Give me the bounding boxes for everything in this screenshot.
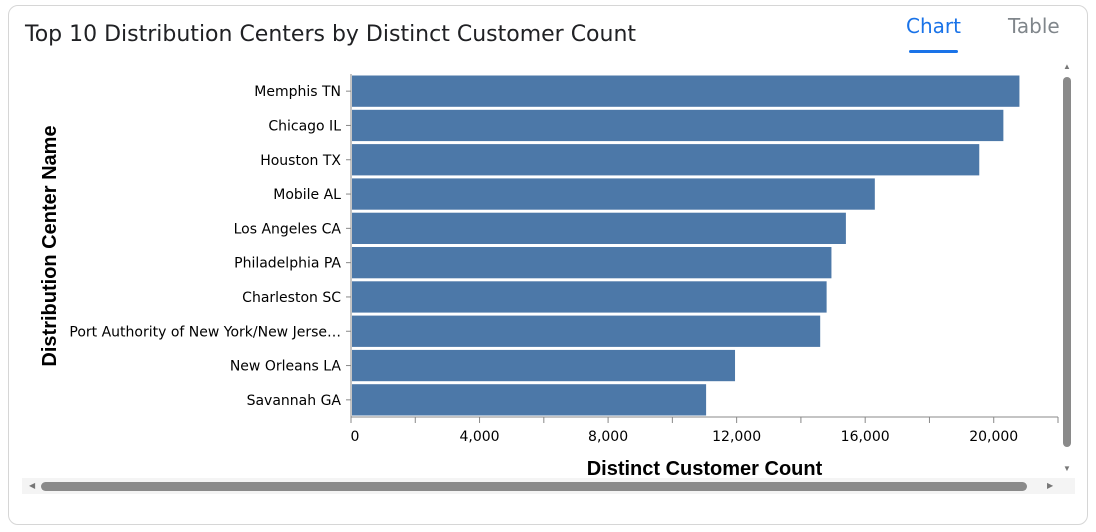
y-tick-label: Port Authority of New York/New Jerse… <box>69 324 341 340</box>
bar[interactable] <box>352 247 832 279</box>
y-tick-label: Charleston SC <box>242 290 341 306</box>
y-tick-label: Memphis TN <box>254 84 341 100</box>
x-axis-title: Distinct Customer Count <box>587 458 823 480</box>
bar[interactable] <box>352 178 875 210</box>
arrow-up-icon[interactable]: ▲ <box>1063 62 1071 71</box>
y-tick-label: Philadelphia PA <box>234 256 341 272</box>
bar[interactable] <box>352 281 827 313</box>
y-tick-label: New Orleans LA <box>230 359 342 375</box>
x-tick-label: 4,000 <box>459 429 499 445</box>
bar[interactable] <box>352 384 707 416</box>
y-axis-title: Distribution Center Name <box>39 125 61 366</box>
x-tick-label: 8,000 <box>588 429 628 445</box>
vertical-scrollbar-thumb[interactable] <box>1063 77 1071 447</box>
horizontal-scrollbar-thumb[interactable] <box>41 482 1027 491</box>
y-tick-label: Chicago IL <box>268 118 341 134</box>
arrow-right-icon[interactable]: ▶ <box>1047 481 1054 490</box>
x-tick-label: 20,000 <box>969 429 1018 445</box>
tab-chart[interactable]: Chart <box>906 14 961 38</box>
bar[interactable] <box>352 144 980 176</box>
arrow-left-icon[interactable]: ◀ <box>29 481 36 490</box>
y-tick-label: Houston TX <box>260 153 341 169</box>
chart-title: Top 10 Distribution Centers by Distinct … <box>25 22 637 47</box>
y-tick-label: Mobile AL <box>273 187 341 203</box>
tab-table[interactable]: Table <box>1008 14 1060 38</box>
bar[interactable] <box>352 75 1020 107</box>
arrow-down-icon[interactable]: ▼ <box>1063 464 1071 473</box>
bar[interactable] <box>352 109 1004 142</box>
y-tick-label: Los Angeles CA <box>234 221 342 237</box>
bar[interactable] <box>352 315 821 347</box>
x-tick-label: 12,000 <box>712 429 761 445</box>
x-tick-label: 0 <box>351 429 360 445</box>
bar[interactable] <box>352 349 736 382</box>
bar[interactable] <box>352 212 846 244</box>
y-tick-label: Savannah GA <box>247 393 342 409</box>
active-tab-indicator <box>909 50 958 53</box>
x-tick-label: 16,000 <box>841 429 890 445</box>
